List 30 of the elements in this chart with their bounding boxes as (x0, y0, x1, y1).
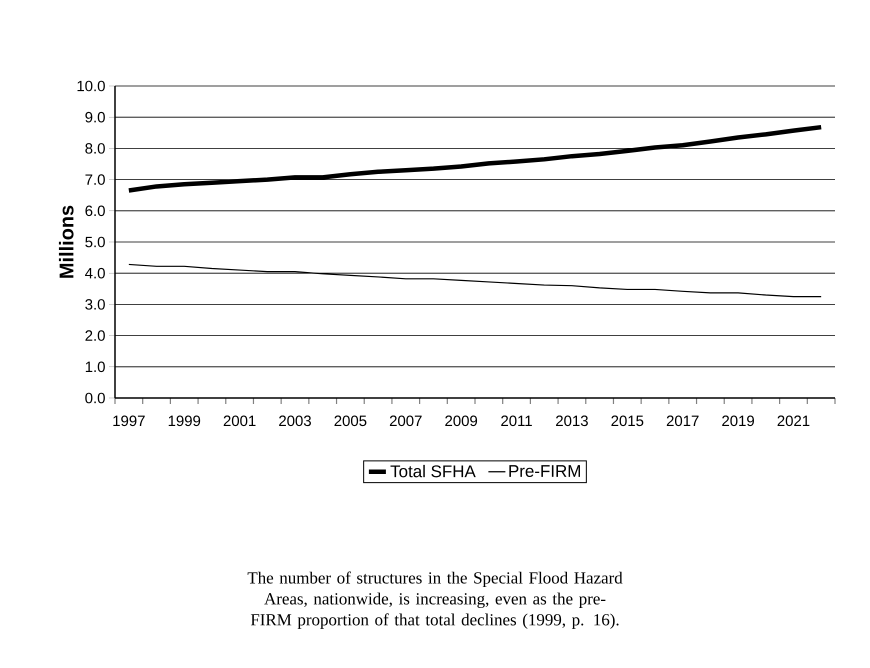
y-tick-label: 6.0 (85, 206, 105, 216)
y-tick-label: 2.0 (85, 330, 105, 341)
y-tick-label: 7.0 (85, 174, 105, 185)
x-tick-label: 2021 (778, 416, 810, 426)
y-tick-label: 5.0 (85, 236, 105, 248)
x-tick-label: 2003 (279, 416, 311, 426)
x-tick-label: 2017 (666, 416, 699, 426)
x-tick-label: 2007 (390, 416, 422, 426)
x-tick-label: 2019 (722, 416, 754, 426)
x-tick-label: 2011 (501, 416, 532, 426)
legend-label: Total SFHA (390, 464, 476, 478)
x-tick-label: 2009 (445, 416, 478, 426)
y-tick-label: 10.0 (78, 80, 105, 92)
x-tick-label: 2015 (611, 416, 644, 426)
y-axis-title: Millions (58, 206, 74, 278)
legend-label: Pre-FIRM (509, 465, 580, 478)
y-tick-label: 1.0 (86, 362, 105, 372)
x-tick-label: 2001 (224, 416, 256, 426)
y-tick-label: 9.0 (85, 112, 105, 122)
x-tick-label: 2005 (334, 416, 366, 426)
line-series (126, 124, 824, 193)
y-tick-label: 3.0 (85, 299, 105, 310)
text: The number of structures in the Special Flood Hazard Areas, nationwide, is increasing, even as the pre-FIRM proportion of that total declines (1999, p. 16). (248, 572, 622, 629)
x-tick-label: 1997 (113, 416, 145, 426)
x-tick-label: 1999 (168, 416, 200, 426)
line-series (128, 264, 822, 298)
y-tick-label: 0.0 (85, 392, 105, 404)
y-tick-label: 4.0 (85, 268, 105, 278)
x-tick-label: 2013 (556, 416, 588, 426)
y-tick-label: 8.0 (85, 143, 105, 154)
